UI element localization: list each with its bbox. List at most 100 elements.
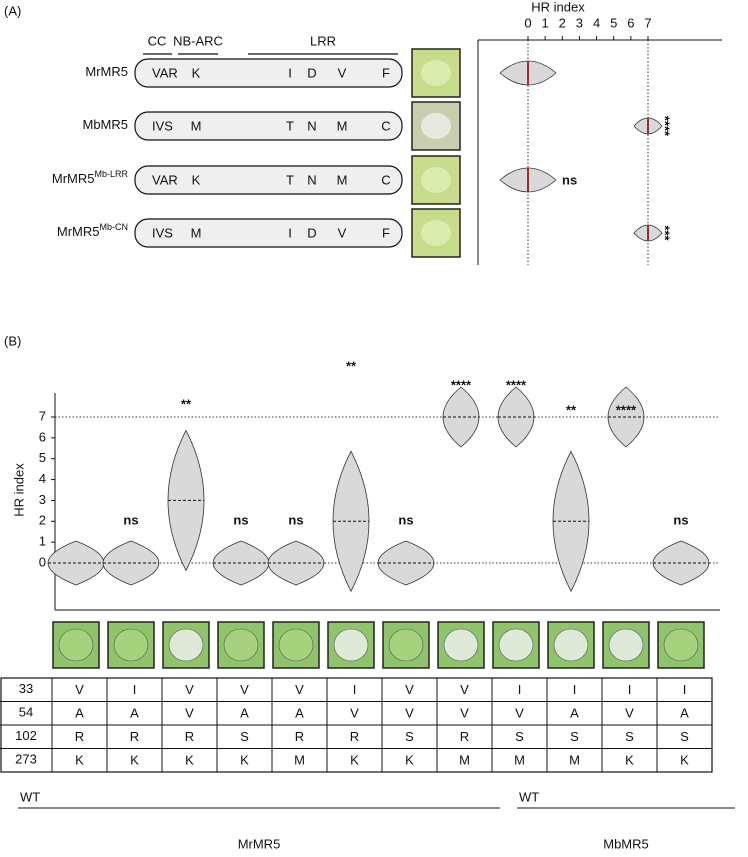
residue: I <box>133 682 137 697</box>
leaf-spot <box>223 628 259 662</box>
leaf-spot <box>663 628 699 662</box>
residue: M <box>191 118 202 133</box>
construct-label: MbMR5 <box>82 117 128 132</box>
residue: I <box>353 682 357 697</box>
residue: K <box>192 65 201 80</box>
tick-label: 6 <box>39 429 46 444</box>
construct-name: MrMR5 <box>52 171 95 186</box>
tick-label: 3 <box>39 492 46 507</box>
residue: M <box>337 172 348 187</box>
significance: ns <box>398 512 413 527</box>
residue: V <box>338 225 347 240</box>
group-label: MbMR5 <box>603 836 649 851</box>
residue: IVS <box>152 118 173 133</box>
significance: ns <box>673 512 688 527</box>
residue: M <box>191 225 202 240</box>
domain-label: CC <box>148 33 167 48</box>
leaf-spot <box>168 628 204 662</box>
construct-name: MrMR5 <box>85 64 128 79</box>
residue: A <box>240 706 249 721</box>
construct-name: MbMR5 <box>82 117 128 132</box>
position-label: 273 <box>15 752 37 767</box>
residue: C <box>381 118 390 133</box>
residue: M <box>294 753 305 768</box>
construct-superscript: Mb-LRR <box>94 169 128 179</box>
position-label: 54 <box>19 705 33 720</box>
residue: S <box>240 729 249 744</box>
residue: R <box>75 729 84 744</box>
residue: K <box>680 753 689 768</box>
residue: VAR <box>152 172 178 187</box>
residue: A <box>295 706 304 721</box>
tick-label: 4 <box>39 471 46 486</box>
residue: S <box>680 729 689 744</box>
wt-label: WT <box>20 789 40 804</box>
tick-label: 2 <box>559 15 566 30</box>
residue: A <box>130 706 139 721</box>
significance: ns <box>288 512 303 527</box>
residue: V <box>405 682 414 697</box>
protein-bar <box>134 58 403 88</box>
residue: S <box>405 729 414 744</box>
significance: **** <box>616 402 637 417</box>
tick-label: 5 <box>610 15 617 30</box>
residue: V <box>515 706 524 721</box>
significance: ns <box>233 512 248 527</box>
residue: VAR <box>152 65 178 80</box>
residue: N <box>307 172 316 187</box>
residue: I <box>573 682 577 697</box>
leaf-spot <box>421 113 451 139</box>
leaf-spot <box>113 628 149 662</box>
residue: R <box>185 729 194 744</box>
residue: V <box>338 65 347 80</box>
protein-bar <box>134 111 403 141</box>
residue: K <box>185 753 194 768</box>
residue: I <box>288 225 292 240</box>
domain-label: NB-ARC <box>173 33 223 48</box>
residue: K <box>350 753 359 768</box>
leaf-spot <box>278 628 314 662</box>
significance: *** <box>658 225 673 241</box>
leaf-spot <box>443 628 479 662</box>
leaf-image <box>411 48 461 98</box>
residue: V <box>460 706 469 721</box>
tick-label: 7 <box>644 15 651 30</box>
tick-label: 4 <box>593 15 600 30</box>
construct-label: MrMR5Mb-LRR <box>52 169 129 186</box>
residue: N <box>307 118 316 133</box>
residue: A <box>570 706 579 721</box>
leaf-spot <box>553 628 589 662</box>
position-label: 33 <box>19 681 33 696</box>
protein-bar <box>134 218 403 248</box>
significance: **** <box>451 377 472 392</box>
residue: A <box>75 706 84 721</box>
leaf-spot <box>421 167 451 193</box>
residue: V <box>185 706 194 721</box>
residue: K <box>192 172 201 187</box>
tick-label: 2 <box>39 513 46 528</box>
axis-label: HR index <box>11 463 26 517</box>
construct-label: MrMR5 <box>85 64 128 79</box>
residue: S <box>515 729 524 744</box>
residue: V <box>405 706 414 721</box>
significance: ** <box>181 396 192 411</box>
group-label: MrMR5 <box>238 836 281 851</box>
residue: I <box>288 65 292 80</box>
residue: I <box>628 682 632 697</box>
residue: T <box>286 118 294 133</box>
significance: **** <box>658 116 673 137</box>
residue: K <box>240 753 249 768</box>
tick-label: 6 <box>627 15 634 30</box>
residue: V <box>625 706 634 721</box>
tick-label: 3 <box>576 15 583 30</box>
significance: ns <box>123 512 138 527</box>
residue: A <box>680 706 689 721</box>
axis-label: HR index <box>531 0 585 14</box>
residue: C <box>381 172 390 187</box>
residue: S <box>570 729 579 744</box>
leaf-spot <box>421 60 451 86</box>
tick-label: 1 <box>542 15 549 30</box>
tick-label: 7 <box>39 408 46 423</box>
residue: K <box>405 753 414 768</box>
